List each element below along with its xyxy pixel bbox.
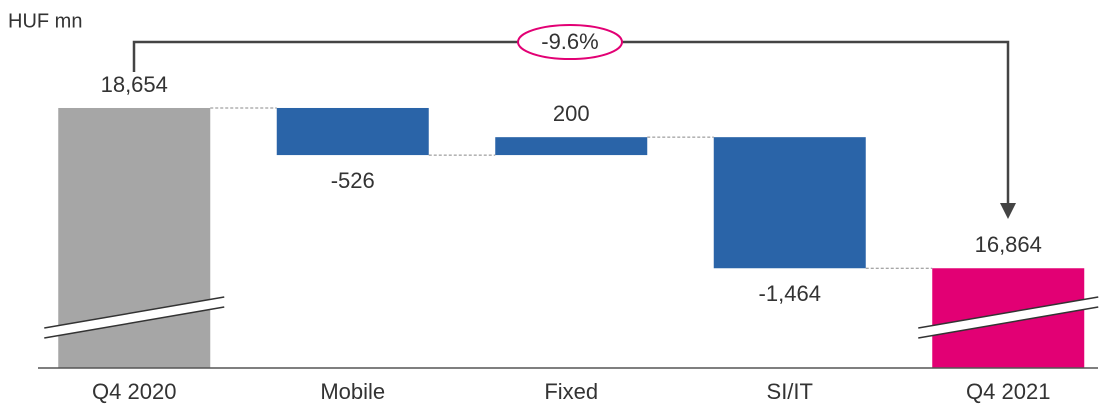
bar [495, 137, 648, 156]
axis-label: HUF mn [8, 10, 82, 32]
axis-break-line [918, 306, 1099, 339]
bar [276, 107, 429, 156]
change-arrow: -9.6% [132, 24, 1016, 219]
x-tick-label: SI/IT [767, 379, 813, 404]
axis-break-line [918, 296, 1099, 329]
axis-break [44, 297, 225, 338]
annotation: -9.6% [541, 29, 598, 54]
value-label: 18,654 [101, 72, 168, 97]
x-tick-label: Q4 2021 [966, 379, 1050, 404]
value-label: -1,464 [759, 281, 821, 306]
value-label: 16,864 [975, 232, 1042, 257]
arrow-head [1000, 203, 1016, 219]
bar [713, 137, 866, 269]
value-label: 200 [553, 101, 590, 126]
axis-break-line [44, 306, 225, 339]
axis-break-line [44, 296, 225, 329]
x-tick-label: Mobile [320, 379, 385, 404]
x-tick-label: Fixed [544, 379, 598, 404]
axis-break [918, 297, 1099, 338]
annotation-oval [517, 24, 623, 60]
x-tick-label: Q4 2020 [92, 379, 176, 404]
value-label: -526 [331, 168, 375, 193]
